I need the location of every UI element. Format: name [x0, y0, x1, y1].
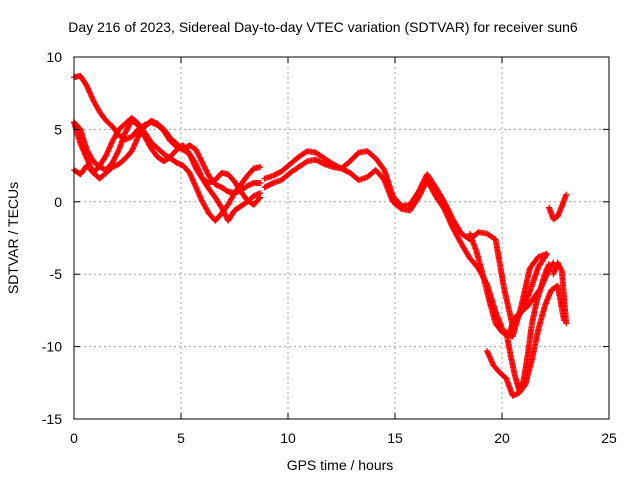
series-track-4 — [71, 117, 264, 208]
x-tick-label: 5 — [177, 430, 185, 446]
data-point — [195, 151, 202, 158]
plot-frame — [73, 56, 610, 420]
data-point — [194, 149, 201, 156]
data-point — [220, 208, 227, 215]
data-point — [110, 158, 117, 165]
data-point — [200, 162, 207, 169]
data-point — [198, 158, 205, 165]
data-point — [257, 194, 264, 201]
data-point — [197, 155, 204, 162]
series-track-10 — [546, 191, 570, 223]
grid-lines — [74, 57, 609, 419]
data-point — [202, 166, 209, 173]
data-point — [563, 320, 570, 327]
data-point — [193, 147, 200, 154]
x-tick-label: 0 — [70, 430, 78, 446]
data-point — [219, 207, 226, 214]
y-tick-label: 10 — [46, 49, 62, 65]
x-tick-label: 25 — [601, 430, 617, 446]
x-tick-label: 10 — [280, 430, 296, 446]
series-track-11 — [550, 259, 570, 327]
data-point — [112, 154, 119, 161]
x-axis-tick-labels: 0 5 10 15 20 25 — [70, 430, 617, 446]
data-point — [546, 261, 553, 268]
series-track-5 — [261, 148, 550, 330]
data-point — [257, 179, 264, 186]
data-point — [320, 160, 327, 167]
series-track-9 — [503, 261, 553, 394]
data-point — [543, 250, 550, 257]
data-point — [200, 161, 207, 168]
data-point — [114, 149, 121, 156]
data-point — [218, 204, 225, 211]
y-tick-label: -5 — [50, 266, 63, 282]
data-point — [110, 157, 117, 164]
y-tick-label: -15 — [42, 411, 62, 427]
data-point — [194, 150, 201, 157]
data-point — [203, 168, 210, 175]
data-point — [196, 153, 203, 160]
data-points — [71, 72, 570, 399]
chart-title: Day 216 of 2023, Sidereal Day-to-day VTE… — [68, 19, 578, 35]
series-track-3 — [71, 117, 264, 224]
x-axis-title: GPS time / hours — [287, 457, 394, 473]
data-point — [558, 267, 565, 274]
y-tick-label: -10 — [42, 339, 62, 355]
y-axis-tick-labels: 10 5 0 -5 -10 -15 — [42, 49, 62, 427]
data-point — [519, 379, 526, 386]
data-point — [203, 167, 210, 174]
data-point — [219, 205, 226, 212]
data-point — [113, 151, 120, 158]
data-point — [268, 180, 275, 187]
x-tick-label: 15 — [387, 430, 403, 446]
y-axis-title: SDTVAR / TECUs — [5, 182, 21, 294]
data-point — [303, 159, 310, 166]
data-point — [201, 164, 208, 171]
data-point — [198, 157, 205, 164]
data-point — [221, 209, 228, 216]
x-tick-label: 20 — [494, 430, 510, 446]
data-point — [192, 146, 199, 153]
data-point — [256, 195, 263, 202]
data-point — [221, 211, 228, 218]
data-point — [196, 154, 203, 161]
data-point — [563, 191, 570, 198]
data-point — [114, 150, 121, 157]
data-point — [112, 153, 119, 160]
data-point — [199, 159, 206, 166]
y-tick-label: 5 — [54, 121, 62, 137]
data-point — [115, 147, 122, 154]
data-point — [201, 163, 208, 170]
data-point — [109, 159, 116, 166]
axis-ticks — [73, 56, 610, 420]
data-point — [111, 155, 118, 162]
data-point — [204, 170, 211, 177]
data-point — [257, 164, 264, 171]
data-point — [222, 212, 229, 219]
y-tick-label: 0 — [54, 194, 62, 210]
